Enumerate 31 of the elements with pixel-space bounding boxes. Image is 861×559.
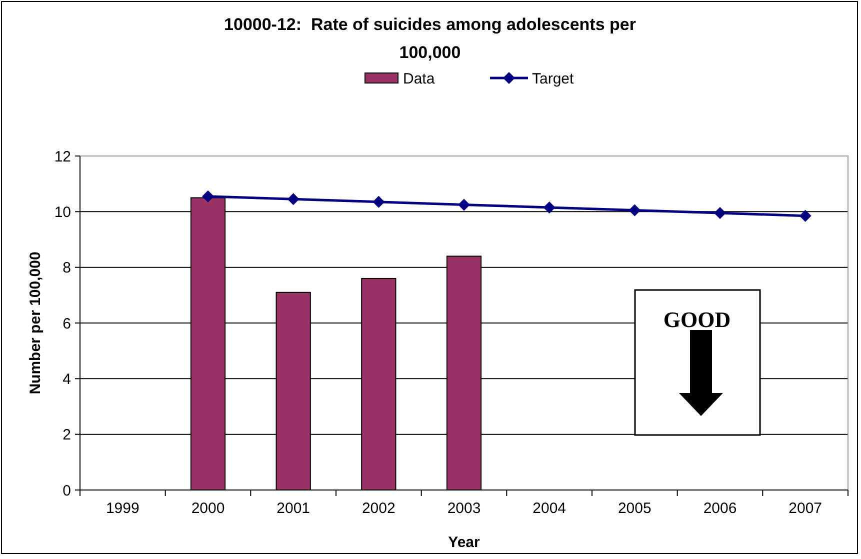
y-tick-label: 2 (62, 426, 71, 444)
y-tick-label: 8 (62, 260, 71, 277)
y-tick-label: 12 (54, 148, 71, 166)
x-tick-label: 2003 (447, 500, 481, 517)
legend-label: Data (403, 70, 436, 88)
x-tick-label: 2002 (362, 500, 396, 517)
point (628, 204, 641, 216)
point (202, 190, 214, 202)
y-tick-label: 6 (62, 315, 71, 332)
point (714, 207, 726, 220)
point (287, 193, 300, 206)
x-tick-label: 2001 (276, 500, 310, 517)
point (372, 196, 385, 208)
point (458, 198, 470, 211)
x-tick-label: 2005 (618, 500, 652, 517)
y-tick-label: 4 (62, 370, 71, 388)
point (799, 210, 812, 222)
y-tick-label: 10 (54, 204, 71, 221)
chart-title: 10000-12: Rate of suicides among adolescents per 100,000 (224, 15, 636, 62)
x-axis-title: Year (448, 534, 480, 551)
x-tick-label: 2000 (191, 500, 225, 517)
x-tick-label: 2004 (532, 500, 566, 517)
annotation: GOOD (663, 307, 731, 332)
y-tick-label: 0 (62, 482, 71, 500)
point (543, 201, 556, 214)
x-tick-label: 2006 (703, 500, 737, 517)
y-axis-title: Number per 100,000 (27, 252, 44, 394)
legend-label: Target (532, 70, 575, 88)
sign-board: GOOD (634, 289, 761, 436)
x-tick-label: 2007 (788, 500, 822, 517)
x-tick-label: 1999 (106, 500, 140, 517)
